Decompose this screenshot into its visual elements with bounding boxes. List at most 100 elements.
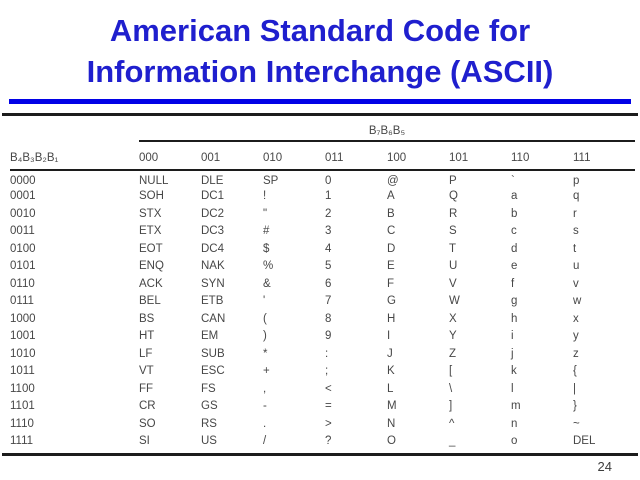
- ascii-cell: -: [263, 400, 267, 413]
- column-header-110: 110: [511, 141, 573, 171]
- ascii-cell: 6: [325, 277, 332, 290]
- ascii-cell: ): [263, 330, 267, 343]
- ascii-cell: FF: [139, 382, 154, 395]
- title-line-2: Information Interchange (ASCII): [86, 54, 554, 89]
- ascii-cell: ETB: [201, 295, 224, 308]
- ascii-cell: s: [573, 225, 579, 238]
- ascii-cell: B: [387, 207, 395, 220]
- ascii-cell: NAK: [201, 260, 225, 273]
- table-row: 1111 SI US /? O _ o DEL: [10, 433, 635, 451]
- column-header-row: B₄B₃B₂B₁ 000 001 010 011 100 101 110 111: [10, 141, 635, 171]
- ascii-cell: 9: [325, 330, 332, 343]
- ascii-cell: h: [511, 312, 518, 325]
- ascii-cell: [: [449, 365, 453, 378]
- ascii-cell: @: [387, 175, 399, 188]
- ascii-cell: SP: [263, 175, 279, 188]
- row-bits: 1011: [10, 365, 35, 378]
- ascii-cell: v: [573, 277, 579, 290]
- ascii-cell: }: [573, 400, 577, 413]
- ascii-cell: US: [201, 435, 217, 448]
- ascii-cell: G: [387, 295, 396, 308]
- ascii-cell: 3: [325, 225, 332, 238]
- column-header-100: 100: [387, 141, 449, 171]
- high-bits-group-header: B₇B₆B₅: [139, 116, 635, 142]
- ascii-cell: Y: [449, 330, 457, 343]
- ascii-cell: DC1: [201, 190, 225, 203]
- ascii-cell: ,: [263, 382, 267, 395]
- ascii-cell: #: [263, 225, 270, 238]
- ascii-cell: BS: [139, 312, 155, 325]
- ascii-cell: FS: [201, 382, 216, 395]
- ascii-cell: I: [387, 330, 391, 343]
- ascii-cell: J: [387, 347, 393, 360]
- ascii-cell: GS: [201, 400, 218, 413]
- group-header-spacer: [10, 116, 139, 141]
- ascii-cell: S: [449, 225, 457, 238]
- row-bits: 1101: [10, 400, 35, 413]
- ascii-cell: *: [263, 347, 268, 360]
- ascii-cell: 0: [325, 175, 332, 188]
- column-header-000: 000: [139, 141, 201, 171]
- ascii-cell: N: [387, 417, 396, 430]
- low-bits-row-header: B₄B₃B₂B₁: [10, 141, 139, 171]
- ascii-cell: q: [573, 190, 580, 203]
- title-underline-blue: [9, 99, 631, 104]
- ascii-cell: a: [511, 190, 518, 203]
- ascii-cell: ]: [449, 400, 453, 413]
- ascii-cell: o: [511, 435, 518, 448]
- ascii-cell: i: [511, 330, 514, 343]
- ascii-cell: ;: [325, 365, 329, 378]
- ascii-cell: DEL: [573, 435, 596, 448]
- ascii-cell: /: [263, 435, 267, 448]
- ascii-cell: m: [511, 400, 521, 413]
- ascii-cell: +: [263, 365, 270, 378]
- ascii-cell: BEL: [139, 295, 161, 308]
- ascii-cell: HT: [139, 330, 155, 343]
- ascii-cell: E: [387, 260, 395, 273]
- ascii-cell: z: [573, 347, 579, 360]
- ascii-cell: ESC: [201, 365, 225, 378]
- ascii-cell: H: [387, 312, 396, 325]
- ascii-cell: NULL: [139, 175, 169, 188]
- ascii-cell: A: [387, 190, 395, 203]
- ascii-cell: f: [511, 277, 515, 290]
- ascii-cell: \: [449, 382, 453, 395]
- row-bits: 0111: [10, 295, 34, 308]
- ascii-cell: VT: [139, 365, 154, 378]
- ascii-cell: T: [449, 242, 457, 255]
- ascii-cell: W: [449, 295, 460, 308]
- table-row: 1110 SO RS. > N ^ n ~: [10, 415, 635, 433]
- ascii-cell: j: [511, 347, 514, 360]
- ascii-cell: :: [325, 347, 329, 360]
- ascii-cell: 2: [325, 207, 332, 220]
- ascii-cell: Q: [449, 190, 458, 203]
- ascii-cell: g: [511, 295, 518, 308]
- ascii-cell: U: [449, 260, 458, 273]
- ascii-cell: CAN: [201, 312, 226, 325]
- column-header-001: 001: [201, 141, 263, 171]
- ascii-cell: ^: [449, 417, 455, 430]
- ascii-cell: DC4: [201, 242, 225, 255]
- ascii-cell: =: [325, 400, 332, 413]
- ascii-cell: 5: [325, 260, 332, 273]
- ascii-cell: SOH: [139, 190, 164, 203]
- ascii-cell: t: [573, 242, 577, 255]
- ascii-cell: 4: [325, 242, 332, 255]
- row-bits: 0110: [10, 277, 35, 290]
- ascii-cell: X: [449, 312, 457, 325]
- ascii-cell: ~: [573, 417, 580, 430]
- ascii-cell: 1: [325, 190, 332, 203]
- ascii-cell: w: [573, 295, 582, 308]
- ascii-cell: &: [263, 277, 271, 290]
- ascii-cell: L: [387, 382, 394, 395]
- title-underline-black: [2, 113, 638, 116]
- ascii-cell: 8: [325, 312, 332, 325]
- ascii-cell: D: [387, 242, 396, 255]
- title-line-1: American Standard Code for: [109, 13, 531, 48]
- row-bits: 0011: [10, 225, 35, 238]
- bit-group-header-row: B₇B₆B₅: [10, 116, 635, 142]
